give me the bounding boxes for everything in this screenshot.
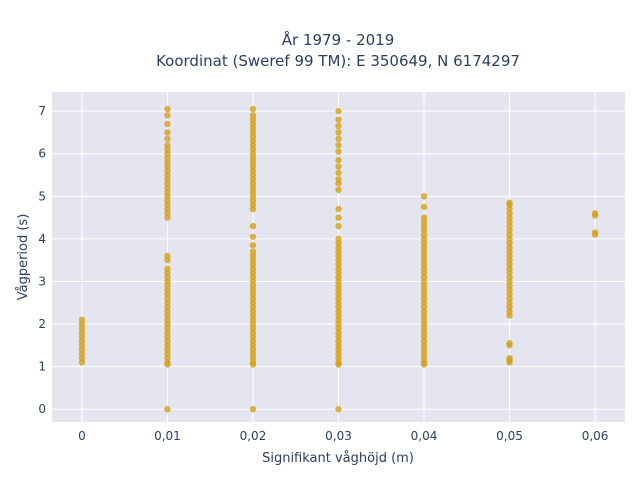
x-tick-label: 0,01 [154, 429, 181, 443]
data-point [335, 235, 342, 243]
data-point [249, 248, 257, 255]
data-point [164, 265, 171, 272]
data-point [335, 186, 342, 194]
y-tick-label: 0 [38, 402, 46, 416]
data-point [249, 406, 257, 413]
data-point [335, 169, 342, 177]
x-tick-label: 0,06 [582, 429, 609, 443]
data-point [164, 120, 171, 128]
data-point [335, 135, 342, 143]
data-point [335, 214, 342, 221]
data-point [249, 242, 257, 249]
y-tick-label: 2 [38, 317, 46, 331]
data-point [164, 142, 171, 149]
data-point [420, 214, 428, 221]
data-point [335, 156, 342, 164]
data-point [164, 135, 171, 143]
data-point [164, 112, 171, 119]
data-point [335, 163, 342, 170]
data-point [164, 105, 171, 113]
data-point [335, 148, 342, 155]
data-point [249, 233, 257, 240]
data-point [335, 406, 342, 413]
y-tick-label: 5 [38, 189, 46, 203]
y-tick-label: 6 [38, 147, 46, 161]
y-axis-title: Vågperiod (s) [16, 214, 31, 301]
data-point [335, 222, 342, 230]
x-tick-label: 0,05 [496, 429, 523, 443]
data-point [249, 112, 257, 119]
chart-title-line2: Koordinat (Sweref 99 TM): E 350649, N 61… [156, 52, 520, 70]
data-point [506, 199, 513, 206]
tick-layer: 0 0,01 0,02 0,03 0,04 0,05 0,06 0 1 2 3 4 5 6 7 [38, 104, 608, 443]
data-point [249, 222, 257, 230]
data-point [335, 176, 342, 183]
y-tick-label: 7 [38, 104, 46, 118]
x-axis-title: Signifikant våghöjd (m) [262, 451, 414, 466]
data-point [78, 316, 86, 324]
y-tick-label: 4 [38, 232, 46, 246]
y-tick-label: 3 [38, 274, 46, 288]
data-point [591, 229, 599, 236]
data-point [506, 354, 513, 362]
x-tick-label: 0 [78, 429, 86, 443]
data-point [335, 107, 342, 115]
points-layer [78, 105, 599, 413]
data-point [591, 210, 599, 217]
chart-title-line1: År 1979 - 2019 [282, 30, 395, 49]
data-point [335, 116, 342, 123]
data-point [164, 252, 171, 260]
data-point [335, 129, 342, 136]
data-point [335, 205, 342, 213]
data-point [420, 203, 428, 211]
data-point [506, 340, 513, 347]
data-point [420, 193, 428, 200]
y-tick-label: 1 [38, 360, 46, 374]
data-point [335, 142, 342, 149]
x-tick-label: 0,03 [325, 429, 352, 443]
x-tick-label: 0,02 [240, 429, 267, 443]
x-tick-label: 0,04 [411, 429, 438, 443]
data-point [164, 129, 171, 136]
data-point [249, 105, 257, 113]
data-point [164, 406, 171, 413]
data-point [335, 122, 342, 130]
